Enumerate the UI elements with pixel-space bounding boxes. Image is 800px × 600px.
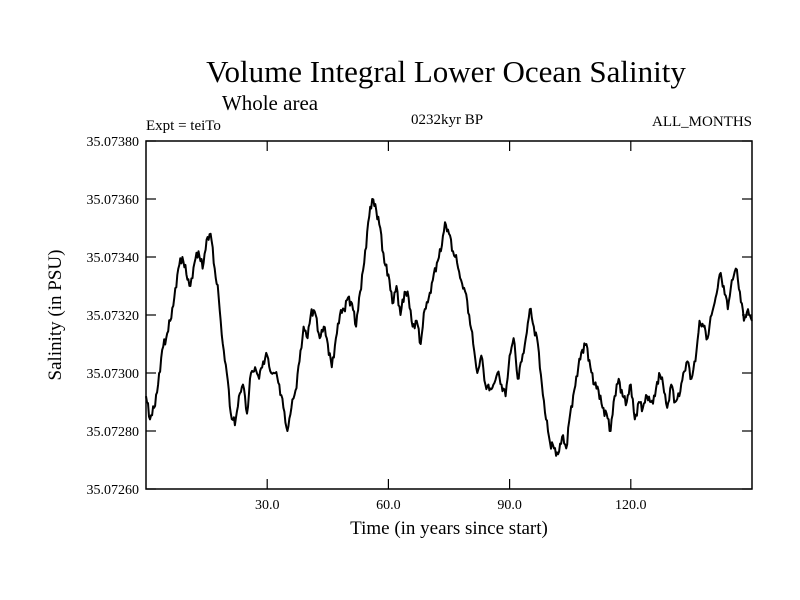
y-tick-label: 35.07320 <box>87 309 140 324</box>
y-axis-label: Salinity (in PSU) <box>45 250 66 381</box>
months-label: ALL_MONTHS <box>652 114 752 130</box>
y-axis: 35.07260 35.07280 35.07300 35.07320 35.07340… <box>87 135 752 498</box>
chart-subtitle: Whole area <box>222 91 319 115</box>
chart-title: Volume Integral Lower Ocean Salinity <box>206 54 686 89</box>
y-tick-label: 35.07280 <box>87 425 140 440</box>
period-label: 0232kyr BP <box>411 112 483 128</box>
salinity-series-line <box>145 198 753 457</box>
plot-frame <box>145 140 753 490</box>
y-tick-label: 35.07380 <box>87 135 140 150</box>
y-tick-label: 35.07300 <box>87 367 140 382</box>
y-tick-label: 35.07260 <box>87 483 140 498</box>
x-tick-label: 120.0 <box>615 498 647 513</box>
x-tick-label: 60.0 <box>376 498 401 513</box>
x-axis-label: Time (in years since start) <box>350 518 548 539</box>
x-axis: 30.0 60.0 90.0 120.0 <box>255 141 647 513</box>
x-tick-label: 30.0 <box>255 498 280 513</box>
experiment-label: Expt = teiTo <box>146 118 221 134</box>
x-tick-label: 90.0 <box>497 498 522 513</box>
y-tick-label: 35.07360 <box>87 193 140 208</box>
y-tick-label: 35.07340 <box>87 251 140 266</box>
